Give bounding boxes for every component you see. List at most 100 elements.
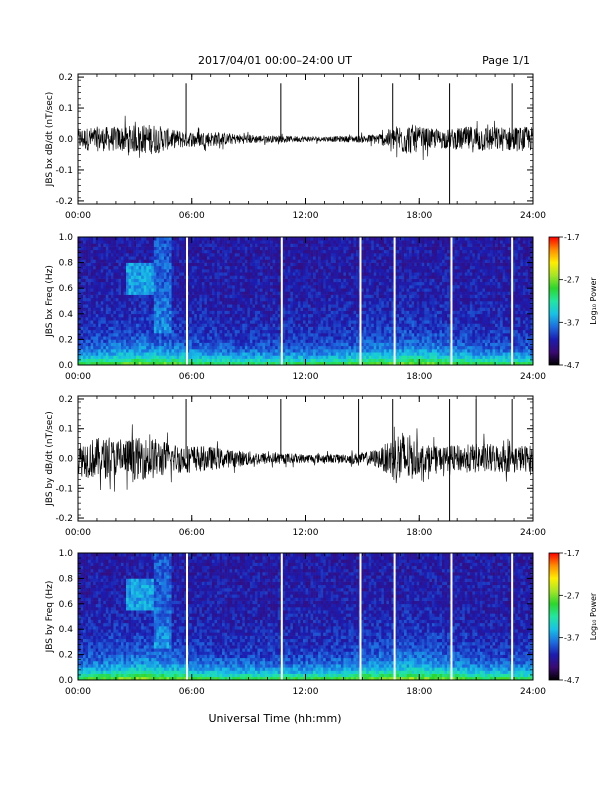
- spectrogram-cell: [361, 288, 364, 292]
- spectrogram-cell: [495, 326, 498, 331]
- spectrogram-cell: [492, 352, 496, 356]
- spectrogram-cell: [401, 310, 405, 315]
- spectrogram-cell: [176, 320, 180, 324]
- spectrogram-cell: [376, 310, 380, 315]
- spectrogram-cell: [128, 339, 132, 343]
- spectrogram-cell: [338, 297, 342, 302]
- spectrogram-cell: [191, 304, 195, 308]
- spectrogram-cell: [416, 285, 420, 289]
- spectrogram-cell: [520, 291, 524, 295]
- spectrogram-cell: [118, 313, 122, 318]
- spectrogram-cell: [520, 278, 524, 283]
- spectrogram-cell: [406, 304, 410, 308]
- spectrogram-cell: [267, 358, 271, 363]
- spectrogram-cell: [143, 281, 147, 286]
- spectrogram-cell: [224, 317, 228, 321]
- spectrogram-cell: [495, 323, 498, 327]
- spectrogram-cell: [100, 288, 104, 292]
- spectrogram-cell: [474, 310, 478, 315]
- spectrogram-cell: [249, 310, 253, 315]
- spectrogram-cell: [464, 329, 468, 334]
- spectrogram-cell: [315, 352, 319, 356]
- spectrogram-cell: [371, 323, 375, 327]
- spectrogram-cell: [201, 345, 205, 350]
- spectrogram-cell: [156, 320, 160, 324]
- spectrogram-cell: [426, 349, 430, 353]
- spectrogram-cell: [520, 307, 524, 311]
- spectrogram-cell: [434, 355, 438, 359]
- spectrogram-cell: [272, 361, 276, 366]
- spectrogram-cell: [356, 352, 359, 356]
- spectrogram-cell: [209, 288, 213, 292]
- spectrogram-cell: [217, 317, 220, 321]
- spectrogram-cell: [239, 285, 243, 289]
- spectrogram-cell: [131, 317, 134, 321]
- spectrogram-cell: [424, 294, 428, 299]
- spectrogram-cell: [201, 313, 205, 318]
- spectrogram-cell: [83, 301, 86, 305]
- spectrogram-cell: [318, 345, 321, 350]
- spectrogram-cell: [297, 326, 301, 331]
- spectrogram-cell: [447, 285, 450, 289]
- spectrogram-cell: [351, 355, 354, 359]
- spectrogram-cell: [315, 297, 319, 302]
- spectrogram-cell: [282, 320, 286, 324]
- spectrogram-cell: [378, 281, 382, 286]
- spectrogram-cell: [171, 333, 175, 337]
- spectrogram-cell: [313, 336, 316, 340]
- spectrogram-cell: [171, 278, 175, 283]
- spectrogram-cell: [525, 285, 529, 289]
- spectrogram-cell: [333, 304, 337, 308]
- spectrogram-cell: [229, 310, 233, 315]
- spectrogram-cell: [527, 358, 531, 363]
- spectrogram-cell: [363, 317, 367, 321]
- spectrogram-cell: [399, 304, 402, 308]
- spectrogram-cell: [272, 352, 276, 356]
- spectrogram-cell: [100, 352, 104, 356]
- spectrogram-cell: [93, 345, 96, 350]
- spectrogram-cell: [234, 304, 238, 308]
- spectrogram-cell: [234, 349, 238, 353]
- spectrogram-cell: [171, 320, 175, 324]
- spectrogram-cell: [206, 301, 210, 305]
- spectrogram-cell: [368, 307, 372, 311]
- spectrogram-cell: [315, 345, 319, 350]
- spectrogram-cell: [254, 361, 258, 366]
- spectrogram-cell: [442, 355, 445, 359]
- spectrogram-cell: [472, 285, 476, 289]
- spectrogram-cell: [333, 301, 337, 305]
- spectrogram-cell: [328, 301, 332, 305]
- spectrogram-cell: [469, 358, 473, 363]
- spectrogram-cell: [265, 304, 268, 308]
- spectrogram-cell: [500, 320, 503, 324]
- spectrogram-cell: [110, 297, 114, 302]
- spectrogram-cell: [391, 281, 395, 286]
- spectrogram-cell: [507, 297, 511, 302]
- spectrogram-cell: [495, 336, 498, 340]
- spectrogram-cell: [227, 294, 230, 299]
- spectrogram-cell: [242, 333, 246, 337]
- spectrogram-cell: [166, 352, 170, 356]
- spectrogram-cell: [244, 281, 248, 286]
- spectrogram-cell: [401, 320, 405, 324]
- spectrogram-cell: [497, 345, 501, 350]
- spectrogram-cell: [156, 329, 160, 334]
- spectrogram-cell: [191, 313, 195, 318]
- spectrogram-cell: [222, 288, 225, 292]
- spectrogram-cell: [184, 291, 187, 295]
- spectrogram-cell: [490, 326, 493, 331]
- spectrogram-cell: [520, 281, 524, 286]
- spectrogram-cell: [490, 285, 493, 289]
- spectrogram-cell: [115, 329, 119, 334]
- spectrogram-cell: [335, 304, 339, 308]
- spectrogram-cell: [204, 326, 208, 331]
- spectrogram-cell: [115, 281, 119, 286]
- spectrogram-cell: [371, 339, 375, 343]
- spectrogram-cell: [189, 349, 193, 353]
- spectrogram-cell: [257, 333, 261, 337]
- spectrogram-cell: [490, 301, 493, 305]
- spectrogram-cell: [396, 333, 400, 337]
- spectrogram-cell: [126, 288, 129, 292]
- spectrogram-cell: [525, 329, 529, 334]
- spectrogram-cell: [328, 320, 332, 324]
